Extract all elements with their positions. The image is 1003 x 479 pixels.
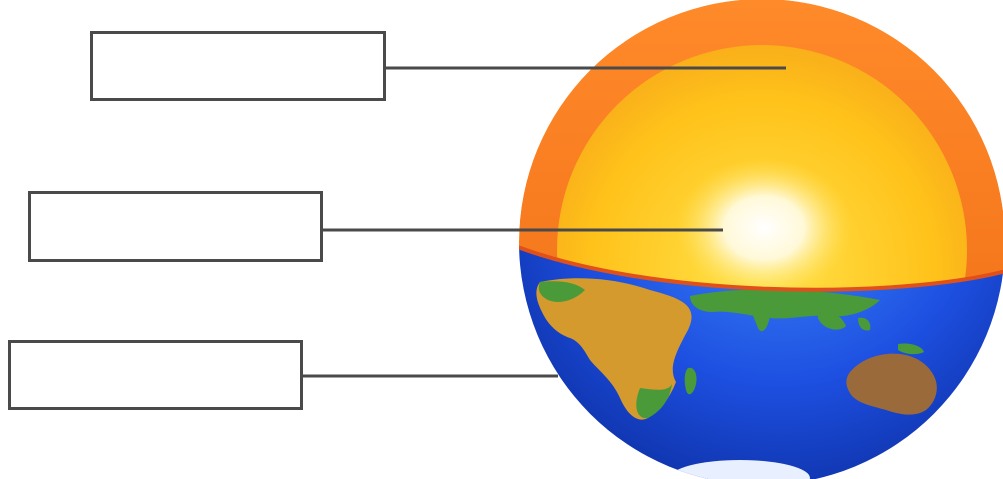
label-box-core[interactable] — [28, 191, 323, 262]
inner-core — [676, 158, 852, 290]
southern-africa-green — [636, 384, 672, 419]
madagascar-landmass — [684, 367, 697, 395]
label-box-crust[interactable] — [90, 31, 386, 101]
africa-green-region — [538, 281, 585, 302]
new-guinea-landmass — [898, 343, 924, 355]
australia-landmass — [846, 353, 937, 415]
africa-landmass — [536, 278, 692, 420]
asia-landmass — [690, 289, 880, 319]
earth-globe — [519, 0, 1003, 479]
label-box-surface[interactable] — [8, 340, 303, 410]
earth-interior-cutaway — [519, 0, 1003, 290]
cutaway-boundary — [519, 238, 1003, 292]
india-landmass — [750, 299, 771, 332]
southeast-asia-islands — [817, 311, 871, 331]
antarctica-landmass — [670, 460, 810, 479]
